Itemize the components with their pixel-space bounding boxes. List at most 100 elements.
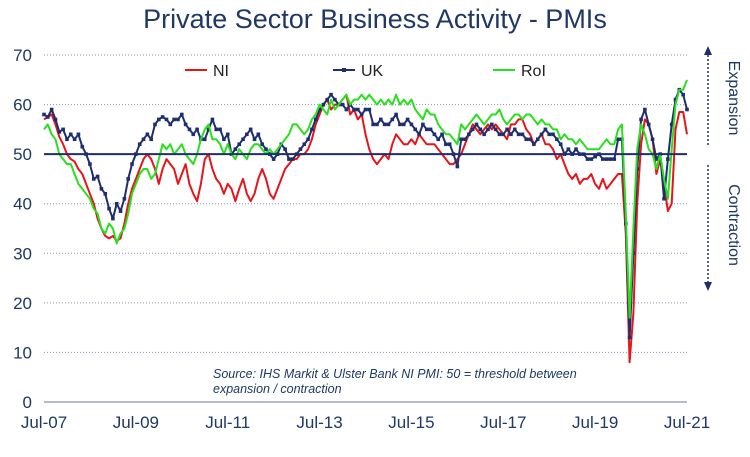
uk-point-marker [264,147,268,151]
uk-point-marker [214,127,219,132]
uk-point-marker [46,115,50,119]
uk-point-marker [394,112,398,117]
y-tick-label: 50 [13,145,32,164]
uk-point-marker [317,107,322,112]
legend-marker-uk [342,68,346,72]
uk-point-marker [122,196,127,201]
uk-point-marker [298,147,303,151]
uk-point-marker [436,137,441,142]
contraction-label: Contraction [725,184,742,266]
uk-point-marker [160,115,165,119]
uk-point-marker [459,137,463,142]
source-annotation-line-2: expansion / contraction [213,382,342,396]
uk-point-marker [95,174,100,179]
uk-point-marker [53,117,58,122]
uk-point-marker [417,132,421,137]
uk-point-marker [681,92,685,97]
uk-point-marker [447,142,452,147]
uk-point-marker [551,132,555,137]
uk-point-marker [467,132,471,137]
uk-point-marker [183,122,188,127]
uk-point-marker [535,137,540,142]
y-tick-label: 0 [23,393,32,412]
uk-point-marker [379,117,383,122]
uk-point-marker [574,147,578,151]
uk-point-marker [375,122,379,127]
uk-point-marker [222,137,226,142]
uk-point-marker [126,177,131,181]
uk-point-marker [237,142,241,147]
uk-point-marker [141,137,146,142]
uk-point-marker [210,117,215,122]
uk-point-marker [593,154,597,159]
uk-point-marker [666,157,670,161]
legend-label-uk: UK [361,63,384,80]
uk-point-marker [191,132,196,137]
uk-point-marker [421,122,425,127]
uk-point-marker [612,157,617,161]
uk-point-marker [149,137,153,142]
uk-point-marker [440,132,444,137]
uk-point-marker [528,137,532,142]
uk-point-marker [256,132,261,137]
uk-point-marker [631,251,636,256]
uk-point-marker [650,137,655,142]
uk-point-marker [685,107,689,112]
expansion-arrowhead [704,46,712,55]
uk-point-marker [88,162,92,166]
uk-point-marker [627,335,632,340]
legend-label-ni: NI [213,63,229,80]
uk-point-marker [501,132,506,137]
uk-point-marker [639,117,643,122]
uk-point-marker [486,127,490,132]
x-tick-label: Jul-15 [388,413,434,432]
uk-point-marker [673,97,678,102]
uk-point-marker [340,102,345,107]
uk-point-marker [371,122,375,127]
uk-point-marker [176,117,180,122]
uk-point-marker [356,107,360,112]
uk-point-marker [424,127,429,132]
uk-point-marker [516,132,521,137]
uk-point-marker [539,132,544,137]
uk-point-marker [114,201,119,206]
uk-point-marker [547,132,552,137]
uk-point-marker [80,144,85,149]
uk-point-marker [329,92,333,97]
uk-point-marker [532,142,536,147]
source-annotation-line-1: Source: IHS Markit & Ulster Bank NI PMI:… [213,367,577,381]
series-line-roi [43,79,688,319]
uk-point-marker [600,157,605,161]
uk-point-marker [157,117,161,122]
uk-point-marker [470,127,475,132]
uk-point-marker [646,122,651,127]
y-tick-label: 20 [13,294,32,313]
uk-point-marker [118,209,123,213]
uk-point-marker [616,137,620,142]
uk-point-marker [662,196,666,201]
uk-point-marker [585,157,590,161]
uk-point-marker [398,122,402,127]
uk-point-marker [218,127,222,132]
uk-point-marker [111,216,115,221]
uk-point-marker [302,142,307,147]
uk-point-marker [512,127,517,132]
x-tick-label: Jul-17 [480,413,526,432]
uk-point-marker [49,107,54,112]
expansion-label: Expansion [725,61,742,136]
uk-point-marker [252,137,257,142]
uk-point-marker [333,97,337,102]
uk-point-marker [474,122,479,127]
y-tick-label: 40 [13,195,32,214]
legend-label-roi: RoI [521,63,546,80]
uk-point-marker [455,164,460,169]
y-tick-label: 10 [13,343,32,362]
uk-point-marker [137,142,142,147]
uk-point-marker [290,157,295,161]
uk-point-marker [363,107,368,112]
uk-point-marker [168,122,173,127]
uk-point-marker [153,122,157,127]
uk-point-marker [401,122,406,127]
